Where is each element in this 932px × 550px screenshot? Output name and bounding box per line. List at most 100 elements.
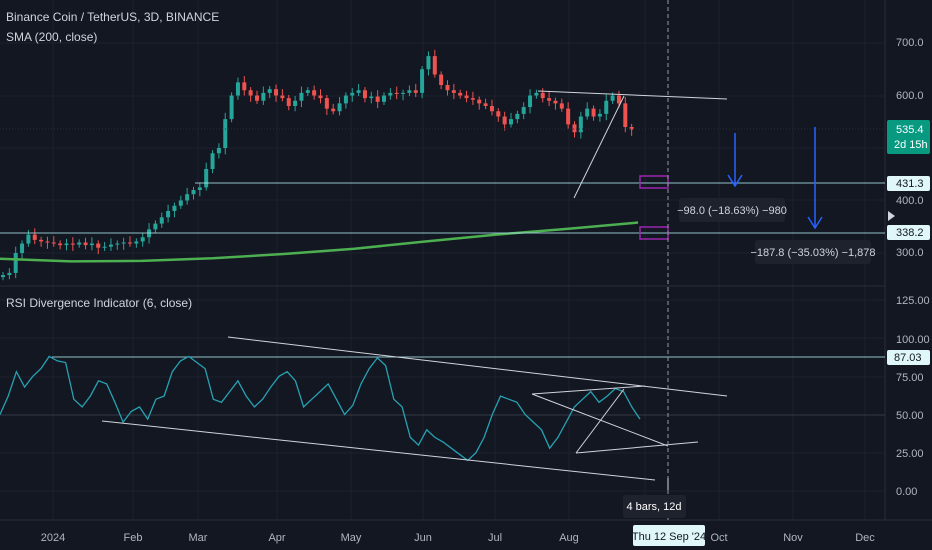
candle-body bbox=[267, 89, 272, 93]
candle-body bbox=[477, 99, 482, 104]
symbol-title[interactable]: Binance Coin / TetherUS, 3D, BINANCE bbox=[6, 10, 220, 24]
candle-body bbox=[255, 95, 259, 101]
candle-body bbox=[305, 90, 310, 93]
current-price-tag bbox=[887, 120, 930, 154]
candle-body bbox=[547, 98, 552, 101]
candle-body bbox=[77, 242, 82, 245]
time-axis[interactable]: 2024 Feb Mar Apr May Jun Jul Aug Oct Nov… bbox=[41, 532, 876, 544]
time-tick: Jun bbox=[414, 532, 432, 544]
bars-label: 4 bars, 12d bbox=[626, 501, 681, 513]
rsi-line bbox=[0, 355, 641, 462]
time-tick: Aug bbox=[559, 532, 579, 544]
time-tick: Oct bbox=[710, 532, 727, 544]
scroll-marker-icon[interactable] bbox=[888, 211, 895, 221]
target-arrow-1[interactable] bbox=[727, 133, 743, 188]
candle-body bbox=[458, 92, 463, 96]
candle-body bbox=[401, 92, 406, 94]
candle-body bbox=[502, 116, 507, 125]
crosshair-date-value: Thu 12 Sep '24 bbox=[632, 531, 706, 543]
candle-body bbox=[616, 95, 621, 104]
candle-body bbox=[121, 242, 126, 244]
candle-body bbox=[197, 187, 202, 190]
candle-body bbox=[280, 95, 285, 99]
price-axis[interactable]: 700.0 600.0 400.0 300.0 bbox=[896, 37, 924, 259]
candle-body bbox=[591, 108, 596, 117]
candle-body bbox=[70, 243, 75, 245]
candle-body bbox=[629, 127, 634, 130]
candle-body bbox=[51, 242, 56, 244]
rsi-trendlines[interactable] bbox=[101, 336, 728, 481]
candle-body bbox=[318, 95, 323, 99]
rsi-tick: 0.00 bbox=[896, 486, 917, 498]
candle-body bbox=[83, 242, 88, 246]
candle-body bbox=[388, 92, 393, 96]
candle-body bbox=[115, 243, 120, 245]
candle-body bbox=[39, 239, 44, 242]
level-box-431[interactable] bbox=[639, 175, 669, 189]
target1-label: −98.0 (−18.63%) −980 bbox=[677, 205, 787, 217]
candle-body bbox=[1, 275, 5, 278]
countdown-value: 2d 15h bbox=[894, 139, 928, 151]
price-wedge-trendline[interactable] bbox=[573, 95, 625, 199]
target1-box bbox=[679, 198, 785, 222]
candle-body bbox=[89, 243, 94, 246]
level-tag-431-value: 431.3 bbox=[896, 178, 924, 190]
candle-body bbox=[585, 108, 590, 117]
candle-body bbox=[261, 92, 266, 101]
candle-body bbox=[96, 243, 101, 248]
candle-body bbox=[140, 237, 145, 242]
candle-body bbox=[286, 98, 291, 106]
rsi-tick: 100.00 bbox=[896, 334, 930, 346]
price-tick: 400.0 bbox=[896, 195, 924, 207]
candle-body bbox=[597, 113, 602, 117]
level-tag-338-value: 338.2 bbox=[896, 227, 924, 239]
rsi-level-tag-value: 87.03 bbox=[894, 352, 922, 364]
candle-body bbox=[312, 90, 317, 96]
candle-body bbox=[108, 244, 113, 247]
target-arrow-2[interactable] bbox=[807, 127, 823, 230]
candle-body bbox=[235, 82, 240, 96]
candle-body bbox=[299, 92, 304, 101]
candle-body bbox=[420, 69, 425, 93]
candle-body bbox=[185, 194, 190, 201]
time-tick: 2024 bbox=[41, 532, 65, 544]
candle-body bbox=[559, 103, 564, 109]
time-tick: Jul bbox=[488, 532, 502, 544]
rsi-legend[interactable]: RSI Divergence Indicator (6, close) bbox=[6, 296, 193, 310]
candle-body bbox=[229, 95, 234, 120]
candle-body bbox=[362, 90, 367, 99]
sma-legend[interactable]: SMA (200, close) bbox=[6, 30, 98, 44]
candle-body bbox=[216, 148, 221, 154]
candle-body bbox=[350, 92, 355, 96]
candle-body bbox=[343, 95, 348, 104]
candle-body bbox=[191, 190, 196, 195]
candle-body bbox=[553, 100, 558, 104]
candle-body bbox=[32, 234, 37, 240]
time-tick: Dec bbox=[855, 532, 875, 544]
target2-box bbox=[755, 240, 871, 264]
crosshair-date-tag bbox=[633, 525, 705, 546]
candle-body bbox=[540, 92, 545, 99]
time-tick: Mar bbox=[189, 532, 208, 544]
candle-body bbox=[534, 92, 539, 96]
candle-body bbox=[407, 90, 412, 93]
price-tick: 600.0 bbox=[896, 90, 924, 102]
price-tick: 700.0 bbox=[896, 37, 924, 49]
rsi-axis[interactable]: 125.00 100.00 75.00 50.00 25.00 0.00 bbox=[896, 295, 930, 498]
rsi-tick: 75.00 bbox=[896, 372, 924, 384]
candle-body bbox=[356, 90, 361, 93]
candle-body bbox=[382, 95, 386, 102]
level-tag-338 bbox=[887, 225, 930, 240]
candle-body bbox=[445, 85, 450, 91]
candle-body bbox=[572, 124, 577, 133]
candle-body bbox=[331, 108, 336, 112]
candle-body bbox=[528, 95, 533, 108]
candle-body bbox=[426, 56, 431, 70]
candle-body bbox=[26, 234, 31, 244]
rsi-tick: 25.00 bbox=[896, 448, 924, 460]
candle-body bbox=[248, 90, 253, 96]
candle-body bbox=[509, 119, 513, 125]
price-resistance-trendline[interactable] bbox=[537, 90, 728, 100]
candle-body bbox=[102, 246, 107, 248]
